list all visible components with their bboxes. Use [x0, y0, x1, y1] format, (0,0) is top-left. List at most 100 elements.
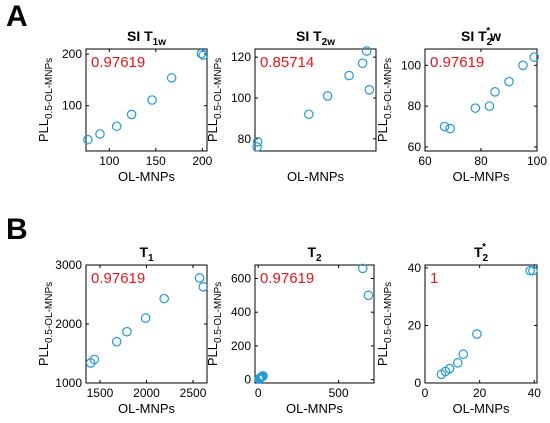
data-point: [198, 50, 209, 60]
data-point: [196, 48, 207, 59]
data-point: [363, 290, 374, 301]
x-axis-label: OL-MNPs: [287, 169, 345, 184]
y-tick-label: 0: [414, 376, 421, 390]
chart-title: T2: [307, 244, 322, 264]
chart-title: T2*: [474, 242, 489, 264]
chart-2: SI T2w 80 100 120 OL-MNPs PLL0.5-OL-MNPs 0.857…: [205, 28, 377, 184]
chart-4: T1 1500 2000 2500 1000 2000 3000 OL-MNPs PLL0.5-…: [36, 244, 209, 416]
x-axis-label: OL-MNPs: [286, 401, 344, 416]
data-point: [122, 326, 132, 337]
data-point: [361, 46, 372, 56]
data-point: [140, 313, 151, 323]
x-tick-label: 100: [99, 154, 119, 168]
x-tick-label: 2500: [180, 386, 207, 400]
y-tick-label: 80: [408, 99, 422, 113]
chart-title: T1: [139, 244, 154, 264]
data-point: [364, 85, 375, 95]
data-point: [470, 103, 481, 113]
data-point: [444, 363, 455, 374]
y-tick-label: 200: [62, 47, 82, 61]
data-point: [529, 52, 539, 62]
data-point: [439, 121, 450, 132]
chart-1: SI T1w 100 150 200 100 200 OL-MNPs PLL0.5-OL-MN…: [36, 28, 213, 184]
y-tick-label: 40: [408, 261, 422, 275]
x-axis-label: OL-MNPs: [452, 401, 510, 416]
data-point: [518, 60, 528, 71]
x-tick-label: 150: [146, 154, 166, 168]
x-axis-label: OL-MNPs: [118, 401, 176, 416]
data-point: [126, 109, 137, 120]
y-axis-label: PLL0.5-OL-MNPs: [36, 58, 55, 142]
data-point: [322, 91, 333, 101]
x-tick-label: 0: [255, 386, 262, 400]
x-tick-label: 40: [528, 386, 542, 400]
data-point: [83, 134, 93, 145]
data-point: [198, 282, 209, 292]
x-tick-label: 1500: [87, 386, 114, 400]
data-point: [89, 354, 100, 365]
data-point: [258, 371, 268, 381]
x-tick-label: 20: [473, 386, 487, 400]
data-point: [256, 372, 267, 382]
data-point: [344, 70, 354, 81]
data-point: [111, 121, 122, 132]
correlation-annotation: 1: [430, 270, 438, 287]
correlation-annotation: 0.97619: [91, 270, 145, 287]
data-point: [252, 137, 263, 147]
data-point: [504, 76, 514, 87]
data-point: [525, 265, 535, 276]
chart-title: SI T2*w: [461, 26, 501, 48]
correlation-annotation: 0.97619: [260, 270, 314, 287]
y-tick-label: 100: [401, 58, 421, 72]
data-point: [484, 101, 495, 111]
plot-frame: [85, 48, 208, 152]
y-tick-label: 120: [231, 50, 251, 64]
data-point: [472, 329, 482, 339]
chart-title: SI T1w: [127, 28, 166, 48]
x-tick-label: 0: [422, 386, 429, 400]
data-point: [490, 87, 500, 97]
y-tick-label: 60: [408, 140, 422, 154]
plot-frame: [424, 264, 538, 384]
correlation-annotation: 0.97619: [91, 54, 145, 71]
data-point: [111, 336, 122, 347]
y-axis-label: PLL0.5-OL-MNPs: [205, 282, 224, 366]
panel-letter-b: B: [6, 213, 28, 246]
correlation-annotation: 0.97619: [430, 54, 484, 71]
data-point: [166, 73, 177, 83]
panel-letter-a: A: [6, 0, 28, 33]
y-axis-label: PLL0.5-OL-MNPs: [205, 58, 224, 142]
data-point: [452, 358, 463, 368]
data-point: [357, 263, 368, 274]
y-axis-label: PLL0.5-OL-MNPs: [36, 282, 55, 366]
data-point: [458, 349, 469, 360]
x-tick-label: 60: [418, 154, 432, 168]
data-point: [528, 265, 538, 276]
y-tick-label: 80: [238, 132, 252, 146]
y-tick-label: 20: [408, 318, 422, 332]
y-tick-label: 0: [244, 373, 251, 387]
x-tick-label: 500: [329, 386, 349, 400]
data-point: [357, 58, 368, 69]
x-tick-label: 80: [474, 154, 488, 168]
plot-frame: [254, 48, 377, 152]
chart-6: T2* 0 20 40 0 20 40 OL-MNPs PLL0.5-OL-MNPs 1: [375, 242, 541, 416]
chart-title: SI T2w: [296, 28, 335, 48]
data-point: [159, 293, 169, 304]
data-point: [194, 273, 205, 283]
chart-3: SI T2*w 60 80 100 60 80 100 OL-MNPs PLL0.5-OL-MN…: [375, 26, 547, 184]
x-tick-label: 200: [192, 154, 212, 168]
chart-5: T2 0 500 0 200 400 600 OL-MNPs PLL0.5-OL-MNPs 0.9…: [205, 244, 375, 416]
data-point: [95, 129, 105, 139]
y-tick-label: 100: [231, 91, 251, 105]
y-tick-label: 100: [62, 99, 82, 113]
y-axis-label: PLL0.5-OL-MNPs: [375, 282, 394, 366]
plot-frame: [254, 264, 375, 384]
y-tick-label: 200: [231, 339, 251, 353]
x-axis-label: OL-MNPs: [452, 169, 510, 184]
correlation-annotation: 0.85714: [260, 54, 314, 71]
data-point: [252, 142, 262, 152]
x-tick-label: 100: [527, 154, 547, 168]
